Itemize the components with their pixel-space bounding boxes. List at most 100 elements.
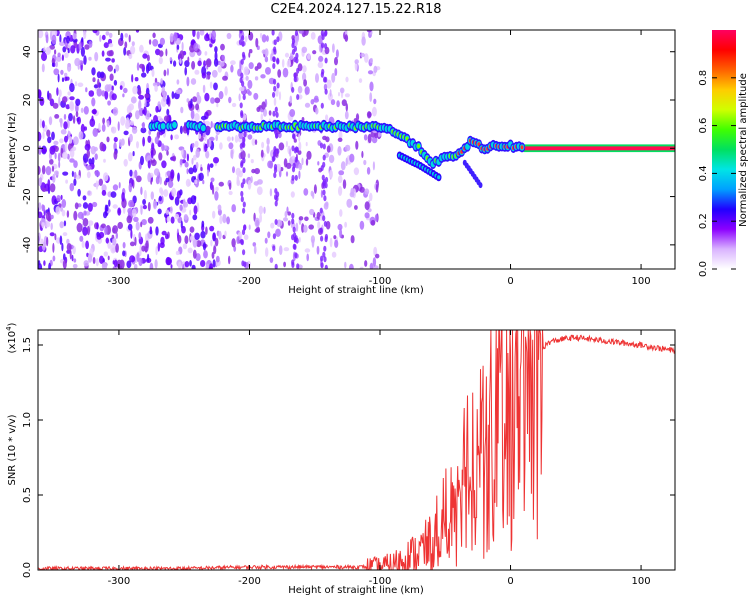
noise-speck: [354, 205, 358, 210]
noise-speck: [144, 93, 150, 99]
noise-speck: [245, 75, 249, 81]
noise-streak: [292, 133, 296, 140]
noise-speck: [195, 94, 202, 105]
noise-speck: [254, 76, 259, 81]
noise-speck: [169, 57, 172, 61]
noise-speck: [158, 56, 163, 65]
noise-streak: [276, 36, 280, 43]
noise-speck: [129, 133, 133, 143]
noise-speck: [328, 154, 335, 164]
noise-speck: [234, 134, 239, 143]
noise-speck: [160, 189, 164, 197]
noise-speck: [69, 249, 72, 260]
noise-speck: [159, 37, 165, 46]
noise-speck: [43, 46, 46, 52]
noise-speck: [364, 201, 370, 211]
noise-speck: [67, 48, 70, 54]
x-tick-label: -300: [108, 576, 131, 587]
ridge-mid: [160, 123, 166, 130]
noise-speck: [147, 62, 152, 72]
noise-speck: [354, 59, 359, 65]
noise-speck: [98, 122, 101, 131]
noise-speck: [38, 165, 41, 176]
noise-speck: [298, 141, 302, 151]
noise-speck: [335, 49, 339, 59]
noise-speck: [297, 85, 303, 94]
noise-speck: [147, 160, 151, 169]
noise-streak: [274, 194, 278, 201]
noise-speck: [147, 216, 154, 224]
noise-speck: [189, 260, 192, 267]
noise-speck: [165, 256, 171, 266]
noise-streak: [293, 72, 297, 79]
noise-speck: [73, 258, 77, 263]
noise-speck: [159, 242, 165, 249]
noise-speck: [301, 46, 308, 53]
noise-speck: [55, 206, 61, 215]
noise-speck: [243, 66, 249, 76]
noise-speck: [301, 157, 304, 166]
noise-speck: [175, 89, 182, 95]
noise-streak: [321, 34, 325, 41]
noise-speck: [248, 31, 254, 41]
noise-streak: [238, 39, 243, 46]
noise-speck: [171, 91, 175, 100]
noise-speck: [136, 252, 140, 262]
noise-speck: [228, 255, 231, 265]
noise-speck: [51, 34, 57, 45]
noise-speck: [179, 189, 183, 196]
noise-speck: [180, 149, 184, 155]
noise-speck: [166, 216, 171, 222]
noise-streak: [323, 195, 327, 202]
y-tick-label: 1.0: [22, 412, 33, 428]
noise-speck: [214, 97, 221, 104]
noise-speck: [240, 150, 246, 160]
noise-speck: [113, 259, 118, 268]
noise-speck: [147, 172, 152, 183]
noise-speck: [144, 98, 147, 108]
noise-speck: [317, 35, 323, 45]
noise-speck: [83, 30, 87, 40]
noise-speck: [170, 169, 175, 180]
ridge-core: [520, 145, 524, 150]
noise-streak: [276, 148, 280, 155]
noise-speck: [100, 223, 106, 229]
noise-speck: [166, 68, 169, 76]
noise-speck: [173, 32, 178, 42]
noise-speck: [236, 175, 240, 186]
noise-speck: [152, 39, 159, 47]
ridge-mid: [465, 143, 470, 150]
noise-speck: [112, 225, 118, 234]
noise-speck: [132, 151, 135, 157]
noise-speck: [52, 255, 56, 262]
noise-speck: [62, 46, 67, 53]
noise-speck: [128, 53, 133, 60]
noise-speck: [215, 134, 218, 142]
noise-speck: [77, 116, 81, 125]
noise-streak: [242, 167, 246, 174]
noise-streak: [240, 162, 244, 168]
noise-speck: [298, 216, 304, 221]
colorbar-gradient: [712, 30, 736, 269]
noise-speck: [231, 136, 234, 141]
noise-speck: [257, 179, 263, 185]
noise-speck: [96, 222, 99, 230]
noise-speck: [38, 145, 42, 155]
noise-speck: [195, 161, 199, 169]
snr-plot: [38, 330, 675, 570]
noise-speck: [127, 207, 133, 214]
noise-speck: [211, 251, 215, 259]
noise-streak: [324, 57, 328, 64]
noise-speck: [219, 142, 223, 150]
ridge-mid: [200, 124, 206, 132]
noise-speck: [123, 158, 128, 167]
noise-streak: [274, 219, 278, 225]
y-tick-label: 0: [22, 145, 33, 151]
noise-speck: [193, 205, 198, 215]
noise-streak: [295, 237, 299, 244]
noise-speck: [209, 81, 213, 89]
noise-speck: [51, 30, 58, 37]
noise-speck: [101, 34, 106, 41]
noise-speck: [69, 96, 75, 101]
noise-speck: [83, 106, 89, 115]
